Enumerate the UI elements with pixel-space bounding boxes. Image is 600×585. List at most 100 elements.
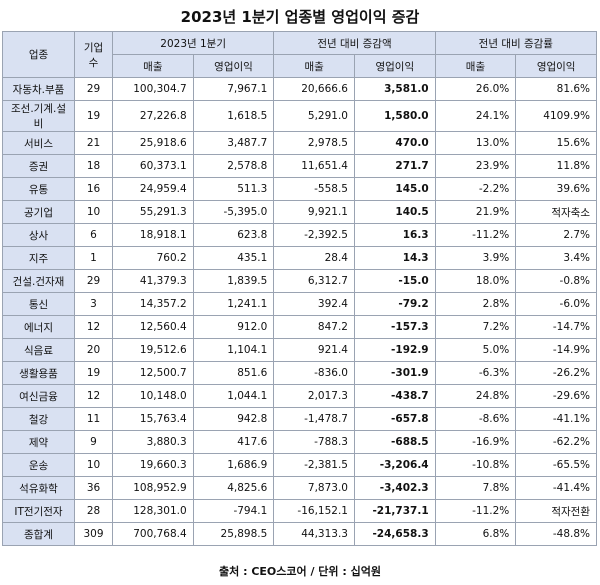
table-row: 여신금융 12 10,148.0 1,044.1 2,017.3 -438.7 24.8% -… — [2, 384, 597, 408]
company-count-cell: 12 — [74, 384, 113, 408]
header-op: 영업이익 — [192, 54, 275, 78]
company-count-cell: 16 — [74, 177, 113, 201]
operating-profit-cell: 435.1 — [192, 246, 275, 270]
sales-change-cell: 921.4 — [273, 338, 355, 362]
company-count-cell: 19 — [74, 100, 113, 132]
operating-profit-change-cell: 1,580.0 — [353, 100, 436, 132]
sales-cell: 700,768.4 — [112, 522, 194, 546]
sales-rate-cell: 24.1% — [434, 100, 517, 132]
sales-cell: 60,373.1 — [112, 154, 194, 178]
operating-profit-change-cell: -3,402.3 — [353, 476, 436, 500]
header-industry: 업종 — [2, 31, 75, 78]
operating-profit-cell: 912.0 — [192, 315, 275, 339]
sales-change-cell: -558.5 — [273, 177, 355, 201]
sales-rate-cell: 3.9% — [434, 246, 517, 270]
industry-cell: 제약 — [2, 430, 75, 454]
sales-cell: 12,560.4 — [112, 315, 194, 339]
sales-cell: 760.2 — [112, 246, 194, 270]
header-op: 영업이익 — [515, 54, 597, 78]
industry-cell: 종합계 — [2, 522, 75, 546]
operating-profit-rate-cell: -62.2% — [515, 430, 597, 454]
operating-profit-change-cell: -438.7 — [353, 384, 436, 408]
sales-rate-cell: 24.8% — [434, 384, 517, 408]
company-count-cell: 10 — [74, 200, 113, 224]
operating-profit-cell: 623.8 — [192, 223, 275, 247]
operating-profit-rate-cell: 15.6% — [515, 131, 597, 155]
operating-profit-rate-cell: 적자전환 — [515, 499, 597, 523]
table-row: 지주 1 760.2 435.1 28.4 14.3 3.9% 3.4% — [2, 246, 597, 270]
operating-profit-change-cell: 470.0 — [353, 131, 436, 155]
operating-profit-change-cell: 16.3 — [353, 223, 436, 247]
sales-rate-cell: -10.8% — [434, 453, 517, 477]
industry-cell: 건설.건자재 — [2, 269, 75, 293]
sales-rate-cell: -11.2% — [434, 499, 517, 523]
sales-change-cell: 9,921.1 — [273, 200, 355, 224]
operating-profit-rate-cell: -41.1% — [515, 407, 597, 431]
sales-change-cell: -16,152.1 — [273, 499, 355, 523]
operating-profit-rate-cell: 11.8% — [515, 154, 597, 178]
company-count-cell: 11 — [74, 407, 113, 431]
industry-cell: 식음료 — [2, 338, 75, 362]
table-row: 생활용품 19 12,500.7 851.6 -836.0 -301.9 -6.3% -26.… — [2, 361, 597, 385]
sales-rate-cell: 18.0% — [434, 269, 517, 293]
header-sales: 매출 — [112, 54, 194, 78]
operating-profit-cell: 1,104.1 — [192, 338, 275, 362]
operating-profit-rate-cell: -14.9% — [515, 338, 597, 362]
industry-cell: 통신 — [2, 292, 75, 316]
company-count-cell: 29 — [74, 77, 113, 101]
sales-change-cell: 2,017.3 — [273, 384, 355, 408]
sales-rate-cell: 13.0% — [434, 131, 517, 155]
industry-cell: 생활용품 — [2, 361, 75, 385]
operating-profit-rate-cell: -6.0% — [515, 292, 597, 316]
sales-change-cell: 5,291.0 — [273, 100, 355, 132]
company-count-cell: 3 — [74, 292, 113, 316]
table-row: 조선.기계.설비 19 27,226.8 1,618.5 5,291.0 1,580.0 2… — [2, 100, 597, 132]
operating-profit-cell: 1,241.1 — [192, 292, 275, 316]
sales-cell: 10,148.0 — [112, 384, 194, 408]
earnings-table: 업종 기업수 2023년 1분기 전년 대비 증감액 전년 대비 증감률 매출 … — [2, 31, 598, 546]
sales-change-cell: -2,381.5 — [273, 453, 355, 477]
operating-profit-cell: 1,044.1 — [192, 384, 275, 408]
sales-cell: 100,304.7 — [112, 77, 194, 101]
operating-profit-rate-cell: -14.7% — [515, 315, 597, 339]
sales-rate-cell: -6.3% — [434, 361, 517, 385]
company-count-cell: 19 — [74, 361, 113, 385]
operating-profit-cell: 942.8 — [192, 407, 275, 431]
operating-profit-rate-cell: -0.8% — [515, 269, 597, 293]
table-row: 상사 6 18,918.1 623.8 -2,392.5 16.3 -11.2% 2.7% — [2, 223, 597, 247]
industry-cell: 운송 — [2, 453, 75, 477]
operating-profit-change-cell: 14.3 — [353, 246, 436, 270]
table-row: 통신 3 14,357.2 1,241.1 392.4 -79.2 2.8% -6.0% — [2, 292, 597, 316]
operating-profit-change-cell: 271.7 — [353, 154, 436, 178]
header-sales: 매출 — [273, 54, 355, 78]
sales-cell: 25,918.6 — [112, 131, 194, 155]
sales-cell: 108,952.9 — [112, 476, 194, 500]
sales-cell: 24,959.4 — [112, 177, 194, 201]
operating-profit-cell: 2,578.8 — [192, 154, 275, 178]
company-count-cell: 1 — [74, 246, 113, 270]
operating-profit-rate-cell: 3.4% — [515, 246, 597, 270]
industry-cell: 조선.기계.설비 — [2, 100, 75, 132]
source-note: 출처 : CEO스코어 / 단위 : 십억원 — [219, 565, 381, 578]
sales-cell: 14,357.2 — [112, 292, 194, 316]
industry-cell: 상사 — [2, 223, 75, 247]
operating-profit-rate-cell: 2.7% — [515, 223, 597, 247]
operating-profit-change-cell: -688.5 — [353, 430, 436, 454]
industry-cell: IT전기전자 — [2, 499, 75, 523]
operating-profit-change-cell: -301.9 — [353, 361, 436, 385]
sales-change-cell: 44,313.3 — [273, 522, 355, 546]
industry-cell: 서비스 — [2, 131, 75, 155]
operating-profit-change-cell: -15.0 — [353, 269, 436, 293]
industry-cell: 유통 — [2, 177, 75, 201]
operating-profit-change-cell: -192.9 — [353, 338, 436, 362]
company-count-cell: 10 — [74, 453, 113, 477]
table-row: 석유화학 36 108,952.9 4,825.6 7,873.0 -3,402.3 7.8… — [2, 476, 597, 500]
operating-profit-change-cell: -657.8 — [353, 407, 436, 431]
company-count-cell: 21 — [74, 131, 113, 155]
sales-change-cell: 2,978.5 — [273, 131, 355, 155]
table-row: 철강 11 15,763.4 942.8 -1,478.7 -657.8 -8.6% -41.… — [2, 407, 597, 431]
table-row: 건설.건자재 29 41,379.3 1,839.5 6,312.7 -15.0 18.0%… — [2, 269, 597, 293]
operating-profit-cell: 7,967.1 — [192, 77, 275, 101]
operating-profit-cell: -794.1 — [192, 499, 275, 523]
operating-profit-cell: 511.3 — [192, 177, 275, 201]
